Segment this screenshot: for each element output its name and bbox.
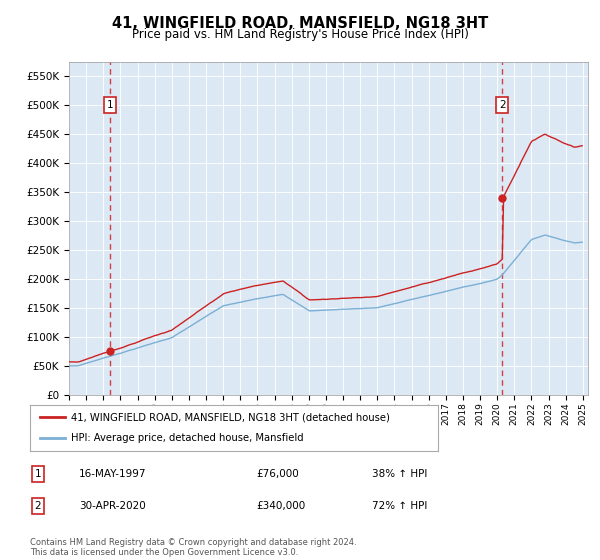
Text: 16-MAY-1997: 16-MAY-1997 — [79, 469, 146, 479]
Text: 2: 2 — [34, 501, 41, 511]
Text: 41, WINGFIELD ROAD, MANSFIELD, NG18 3HT (detached house): 41, WINGFIELD ROAD, MANSFIELD, NG18 3HT … — [71, 412, 389, 422]
Text: 2: 2 — [499, 100, 506, 110]
Text: HPI: Average price, detached house, Mansfield: HPI: Average price, detached house, Mans… — [71, 433, 304, 444]
Text: Contains HM Land Registry data © Crown copyright and database right 2024.
This d: Contains HM Land Registry data © Crown c… — [30, 538, 356, 557]
Text: 30-APR-2020: 30-APR-2020 — [79, 501, 146, 511]
Text: 38% ↑ HPI: 38% ↑ HPI — [372, 469, 427, 479]
Text: £76,000: £76,000 — [256, 469, 299, 479]
Text: 1: 1 — [34, 469, 41, 479]
Text: £340,000: £340,000 — [256, 501, 305, 511]
Text: Price paid vs. HM Land Registry's House Price Index (HPI): Price paid vs. HM Land Registry's House … — [131, 28, 469, 41]
Text: 72% ↑ HPI: 72% ↑ HPI — [372, 501, 427, 511]
Text: 41, WINGFIELD ROAD, MANSFIELD, NG18 3HT: 41, WINGFIELD ROAD, MANSFIELD, NG18 3HT — [112, 16, 488, 31]
Text: 1: 1 — [106, 100, 113, 110]
